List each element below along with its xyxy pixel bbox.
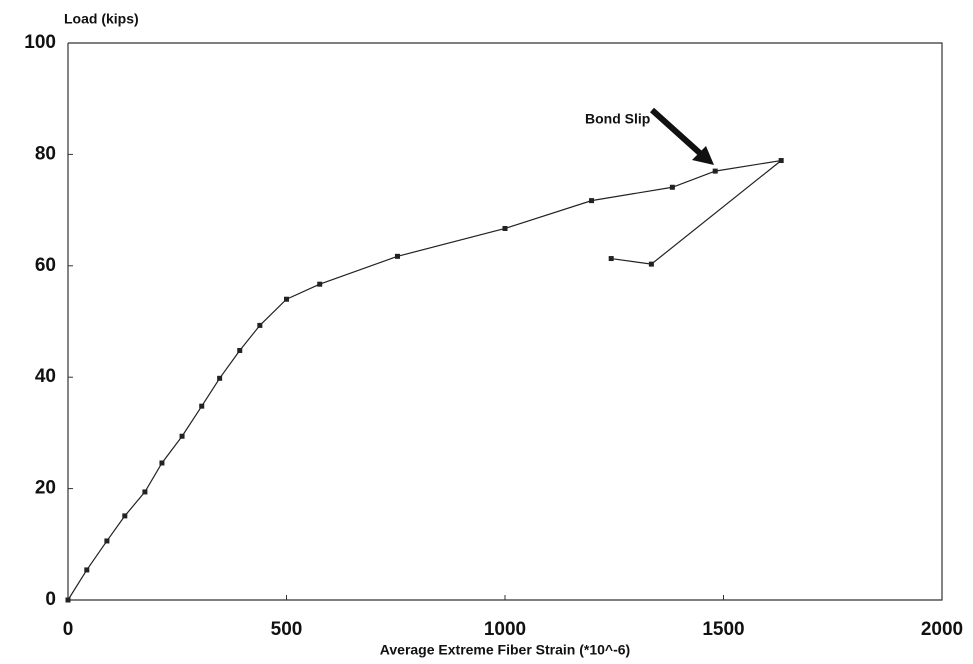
data-point	[284, 296, 289, 302]
y-tick-label: 40	[35, 366, 56, 387]
annotation-arrowhead	[692, 146, 714, 165]
data-point	[712, 168, 718, 174]
y-tick-label: 80	[35, 143, 56, 164]
data-point	[589, 198, 595, 204]
data-point	[142, 489, 148, 495]
x-axis-label: Average Extreme Fiber Strain (*10^-6)	[380, 642, 630, 658]
data-point	[394, 253, 400, 259]
data-point	[648, 261, 654, 267]
y-tick-label: 20	[35, 478, 56, 499]
data-point	[179, 433, 185, 439]
y-axis-label: Load (kips)	[64, 11, 139, 27]
data-point	[237, 347, 243, 353]
data-point	[608, 256, 614, 262]
data-point	[257, 322, 263, 328]
data-line	[67, 159, 784, 601]
y-tick-label: 60	[35, 255, 56, 276]
y-tick-label: 100	[24, 32, 56, 53]
data-point	[122, 513, 128, 519]
y-tick-label: 0	[45, 589, 56, 610]
annotation: Bond Slip	[585, 111, 650, 127]
x-tick-label: 1500	[702, 619, 744, 640]
data-point	[159, 460, 165, 466]
data-point	[65, 597, 71, 603]
data-point	[104, 538, 110, 544]
data-point	[317, 281, 323, 287]
data-point	[84, 567, 90, 573]
plot-frame	[67, 42, 943, 601]
data-point	[778, 158, 784, 164]
x-tick-label: 2000	[921, 619, 963, 640]
x-tick-label: 0	[63, 619, 74, 640]
data-point	[199, 403, 205, 409]
data-point	[502, 225, 508, 231]
data-point	[669, 184, 675, 190]
annotation-arrow	[649, 107, 705, 158]
x-tick-label: 1000	[484, 619, 526, 640]
x-tick-label: 500	[271, 619, 303, 640]
data-point	[217, 375, 223, 381]
